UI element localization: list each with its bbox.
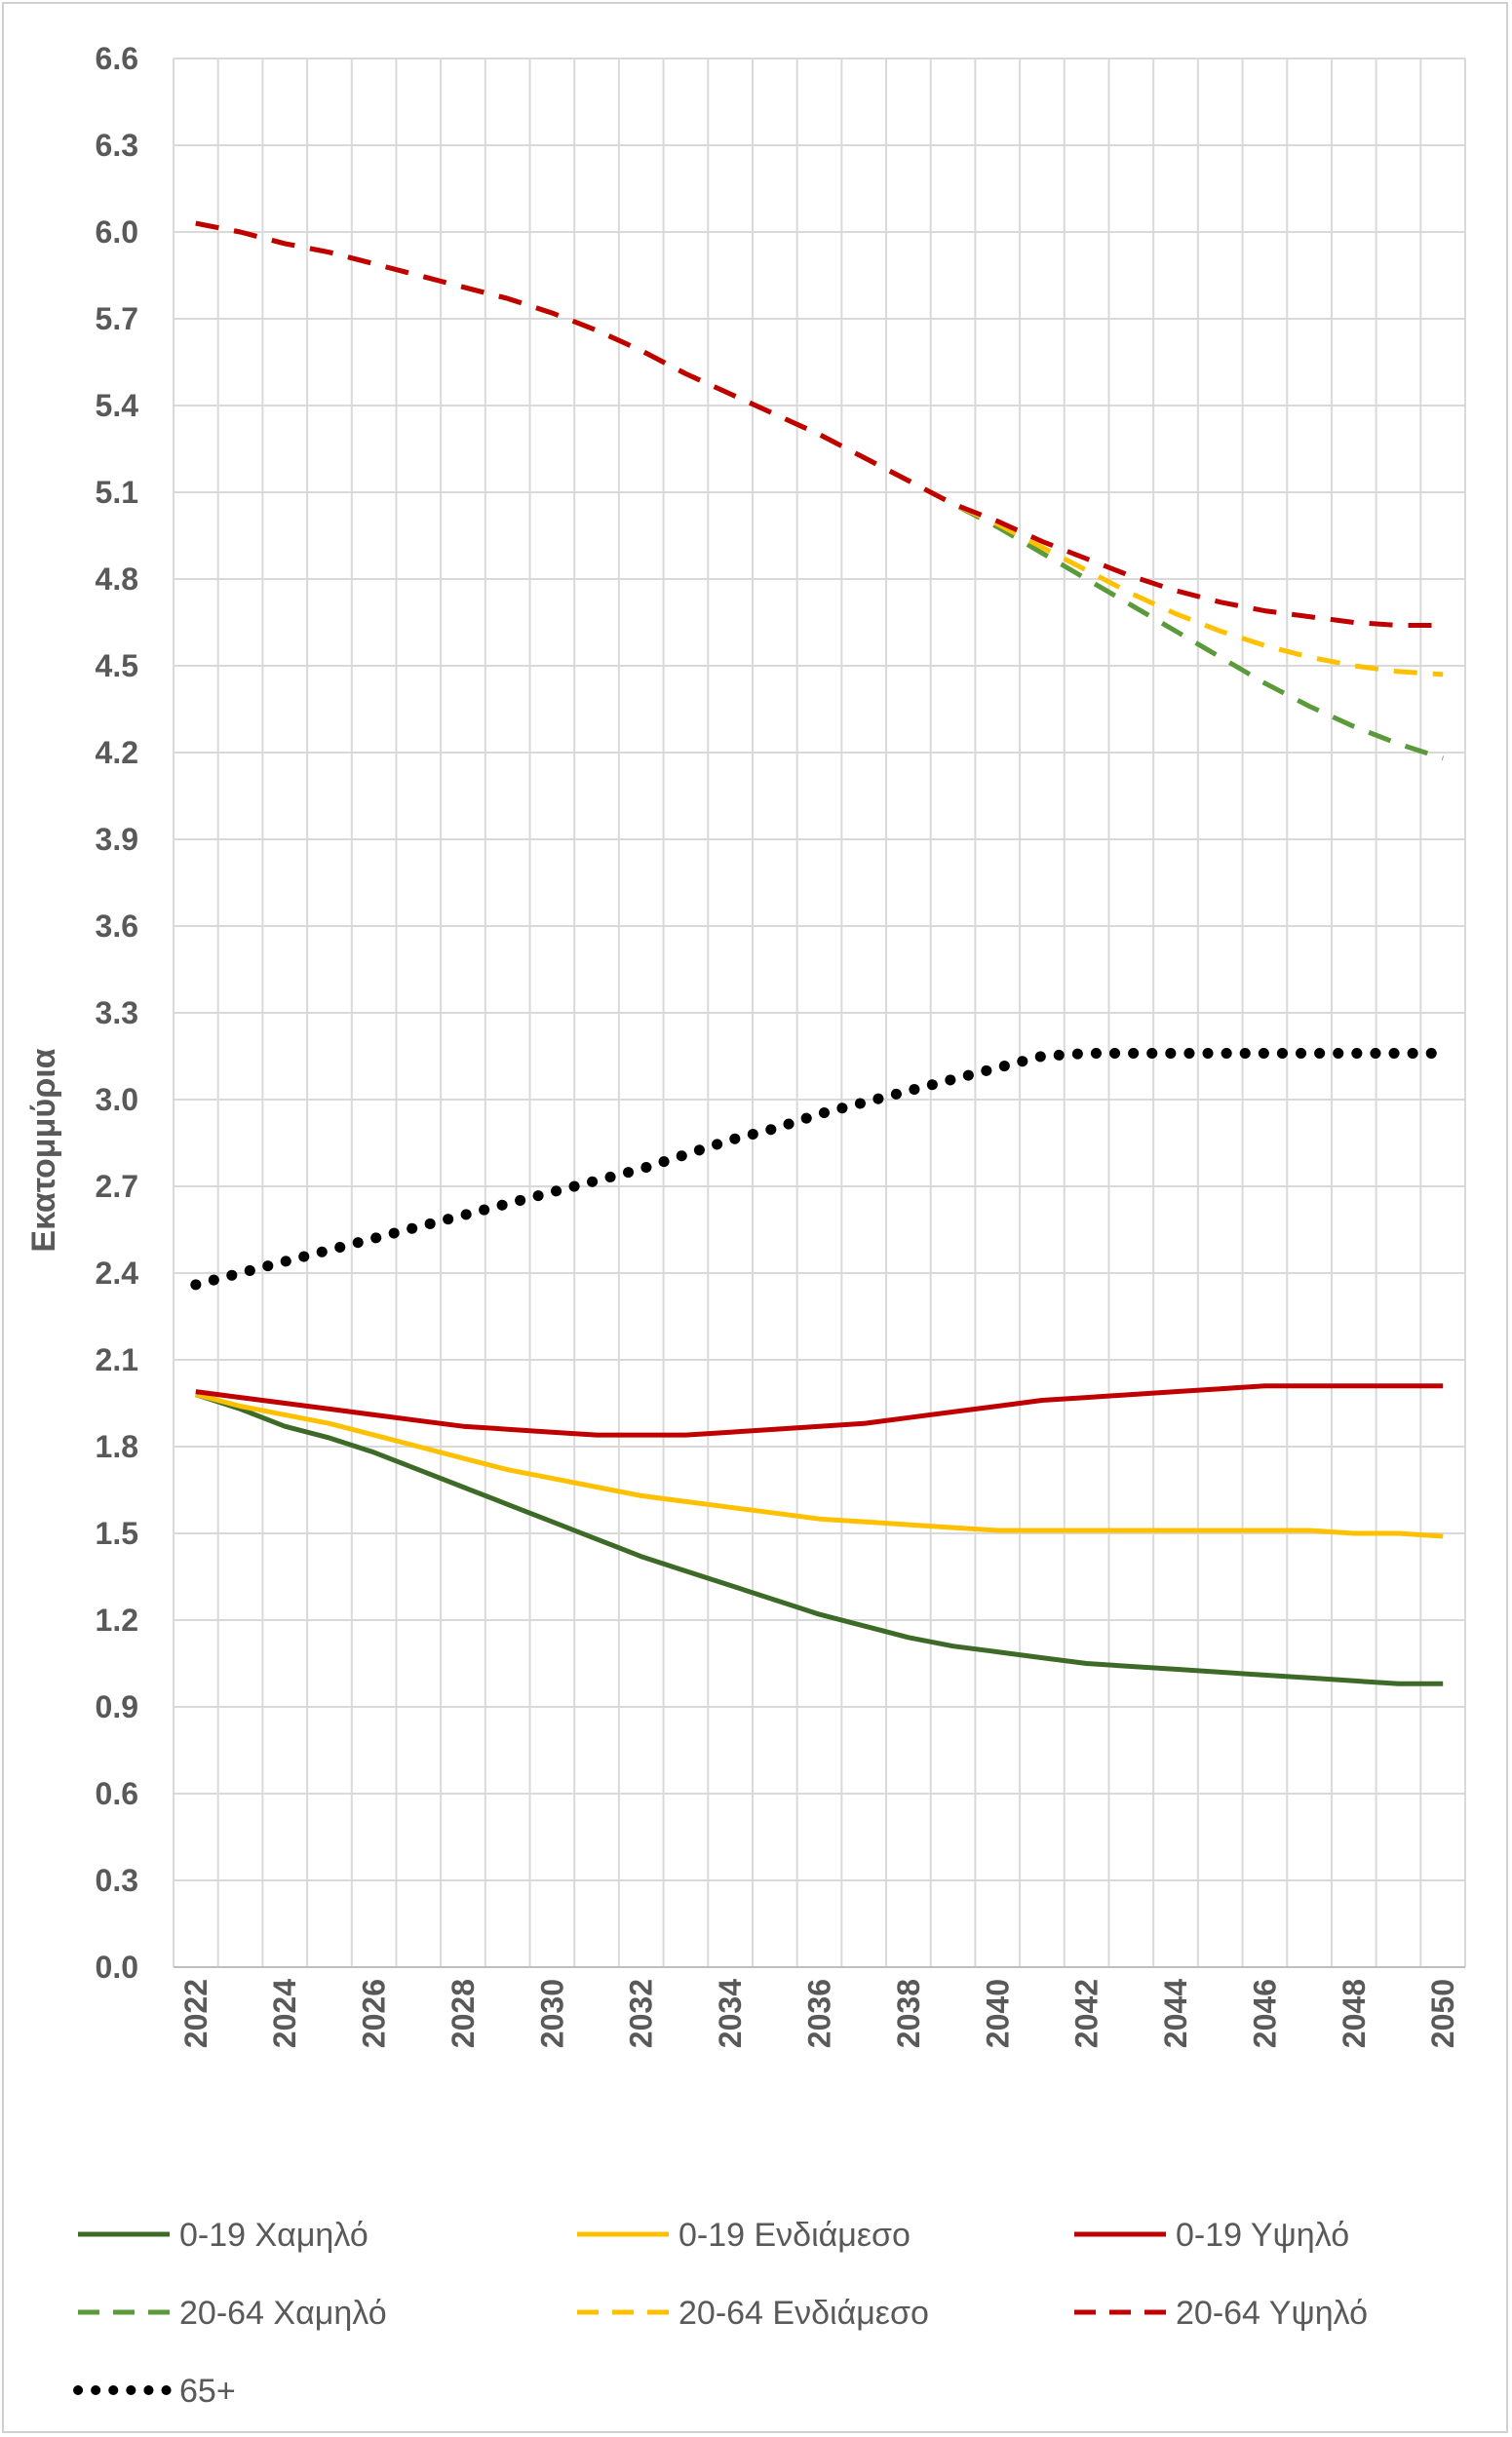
legend-label: 20-64 Χαμηλό — [179, 2295, 387, 2332]
x-tick-label: 2024 — [267, 1979, 302, 2048]
y-axis-label: Εκατομμύρια — [25, 1048, 62, 1252]
y-tick-label: 6.6 — [96, 41, 138, 76]
y-tick-label: 5.7 — [96, 301, 138, 336]
y-tick-label: 4.5 — [96, 648, 138, 683]
y-tick-label: 4.8 — [96, 561, 138, 597]
legend-label: 65+ — [179, 2373, 236, 2410]
legend-label: 0-19 Υψηλό — [1176, 2217, 1349, 2254]
y-tick-label: 0.6 — [96, 1776, 138, 1811]
x-tick-label: 2022 — [178, 1979, 213, 2048]
x-tick-label: 2040 — [980, 1979, 1015, 2048]
x-tick-label: 2030 — [534, 1979, 569, 2048]
x-tick-label: 2032 — [624, 1979, 659, 2048]
x-tick-label: 2026 — [357, 1979, 392, 2048]
series-line-7 — [190, 1048, 1449, 1291]
x-tick-label: 2028 — [446, 1979, 481, 2048]
y-tick-label: 2.4 — [96, 1256, 139, 1291]
y-tick-label: 3.6 — [96, 909, 138, 944]
y-tick-label: 1.2 — [96, 1603, 138, 1638]
y-axis-ticks: 0.0 0.3 0.6 0.9 1.2 1.5 1.8 2.1 2.4 2.7 3.0 3.3 3.6 3… — [96, 41, 139, 1985]
y-tick-label: 3.0 — [96, 1082, 138, 1117]
legend-label: 20-64 Υψηλό — [1176, 2295, 1368, 2332]
series-line-2 — [195, 1392, 1444, 1539]
legend-label: 20-64 Ενδιάμεσο — [678, 2295, 929, 2332]
x-tick-label: 2050 — [1425, 1979, 1460, 2048]
y-tick-label: 4.2 — [96, 735, 138, 770]
y-tick-label: 1.8 — [96, 1429, 138, 1464]
series-lines — [190, 220, 1449, 1686]
x-axis-ticks: 2022 2024 2026 2028 2030 2032 2034 2036 2038 2040… — [178, 1979, 1460, 2048]
x-tick-label: 2044 — [1158, 1979, 1193, 2048]
series-line-4 — [195, 220, 1444, 761]
y-tick-label: 5.1 — [96, 475, 138, 510]
gridlines — [173, 58, 1466, 1968]
legend: 0-19 Χαμηλό 0-19 Ενδιάμεσο 0-19 Υψηλό 20-64… — [73, 2217, 1368, 2410]
x-tick-label: 2038 — [891, 1979, 926, 2048]
legend-label: 0-19 Ενδιάμεσο — [678, 2217, 911, 2254]
y-tick-label: 0.3 — [96, 1863, 138, 1898]
series-line-6 — [195, 220, 1444, 628]
y-tick-label: 0.0 — [96, 1950, 138, 1985]
x-tick-label: 2034 — [713, 1979, 748, 2048]
y-tick-label: 2.7 — [96, 1169, 138, 1204]
y-tick-label: 3.9 — [96, 822, 138, 857]
y-tick-label: 1.5 — [96, 1516, 138, 1551]
legend-label: 0-19 Χαμηλό — [179, 2217, 368, 2254]
x-tick-label: 2046 — [1247, 1979, 1282, 2048]
x-tick-label: 2048 — [1337, 1979, 1372, 2048]
y-tick-label: 0.9 — [96, 1689, 138, 1724]
y-tick-label: 2.1 — [96, 1342, 138, 1377]
series-line-3 — [195, 1383, 1444, 1438]
y-tick-label: 3.3 — [96, 995, 138, 1030]
x-tick-label: 2042 — [1069, 1979, 1105, 2048]
x-tick-label: 2036 — [802, 1979, 837, 2048]
y-tick-label: 6.0 — [96, 214, 138, 250]
y-tick-label: 6.3 — [96, 128, 138, 163]
y-tick-label: 5.4 — [96, 388, 139, 423]
series-line-1 — [195, 1392, 1444, 1686]
